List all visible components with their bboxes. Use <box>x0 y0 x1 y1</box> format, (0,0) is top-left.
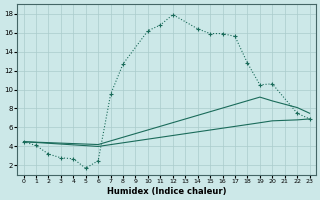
X-axis label: Humidex (Indice chaleur): Humidex (Indice chaleur) <box>107 187 226 196</box>
